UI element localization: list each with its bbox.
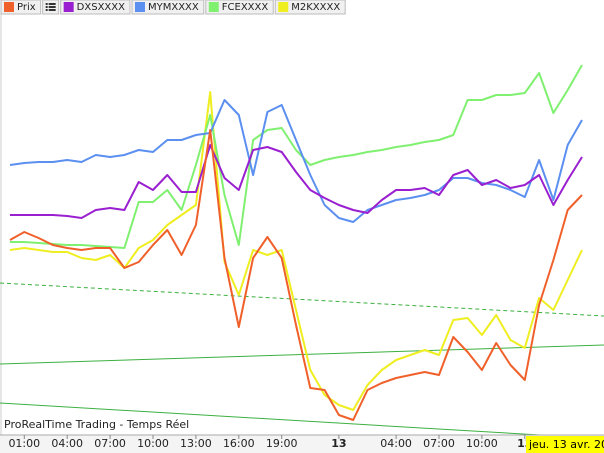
legend-swatch: [208, 2, 219, 12]
x-tick-label: 13: [331, 437, 346, 450]
legend-label: MYMXXXX: [148, 2, 199, 13]
list-icon-bar: [48, 6, 56, 8]
legend-item[interactable]: FCEXXXX: [205, 0, 274, 15]
list-icon-dot: [45, 6, 48, 8]
legend-item[interactable]: DXSXXXX: [60, 0, 131, 15]
x-tick-label: 04:00: [380, 437, 412, 450]
legend-swatch: [4, 2, 14, 12]
x-axis-band: [0, 435, 604, 453]
cursor-box: [526, 436, 604, 453]
x-tick-label: 07:00: [94, 437, 126, 450]
x-tick-label: 13:00: [180, 437, 212, 450]
list-icon-bar: [48, 9, 56, 11]
legend-box: [60, 0, 131, 15]
x-tick-label: 19:00: [266, 437, 298, 450]
legend-box: [131, 0, 205, 15]
list-icon-dot: [45, 9, 48, 11]
x-tick-label: 10:00: [137, 437, 169, 450]
watermark: ProRealTime Trading - Temps Réel: [4, 418, 189, 431]
legend-label: Prix: [17, 2, 36, 13]
legend-box: [205, 0, 274, 15]
x-tick-label: 10:00: [466, 437, 498, 450]
x-tick-label: 01:00: [8, 437, 40, 450]
list-icon[interactable]: [42, 0, 60, 15]
series-line: [9, 91, 583, 411]
legend-swatch: [134, 2, 145, 12]
series-line: [10, 64, 583, 249]
legend-label: DXSXXXX: [77, 2, 125, 13]
legend-label: M2KXXXX: [291, 2, 340, 13]
legend: Prix DXSXXXX MYMXXXX FCEXXXX M2KXXXX: [0, 0, 346, 15]
list-icon-bar: [48, 3, 56, 5]
series-line: [10, 144, 583, 219]
cursor-label: jeu. 13 avr. 202: [528, 438, 604, 451]
list-icon-dot: [45, 3, 48, 5]
legend-swatch: [278, 2, 289, 12]
legend-label: FCEXXXX: [222, 2, 269, 13]
x-tick-label: 04:00: [51, 437, 83, 450]
series-line: [9, 129, 583, 421]
trend-line: [0, 402, 541, 436]
trend-line: [0, 282, 604, 317]
legend-box: [274, 0, 346, 15]
legend-swatch: [63, 2, 74, 12]
legend-item[interactable]: M2KXXXX: [274, 0, 346, 15]
x-tick-label: 16:00: [223, 437, 255, 450]
x-tick-label: 07:00: [423, 437, 455, 450]
x-labels: 01:00 04:00 07:00 10:00 13:00 16:00 19:00 13 04:…: [8, 435, 532, 450]
legend-item[interactable]: Prix: [0, 0, 42, 15]
legend-item[interactable]: MYMXXXX: [131, 0, 205, 15]
plot: [9, 64, 583, 421]
